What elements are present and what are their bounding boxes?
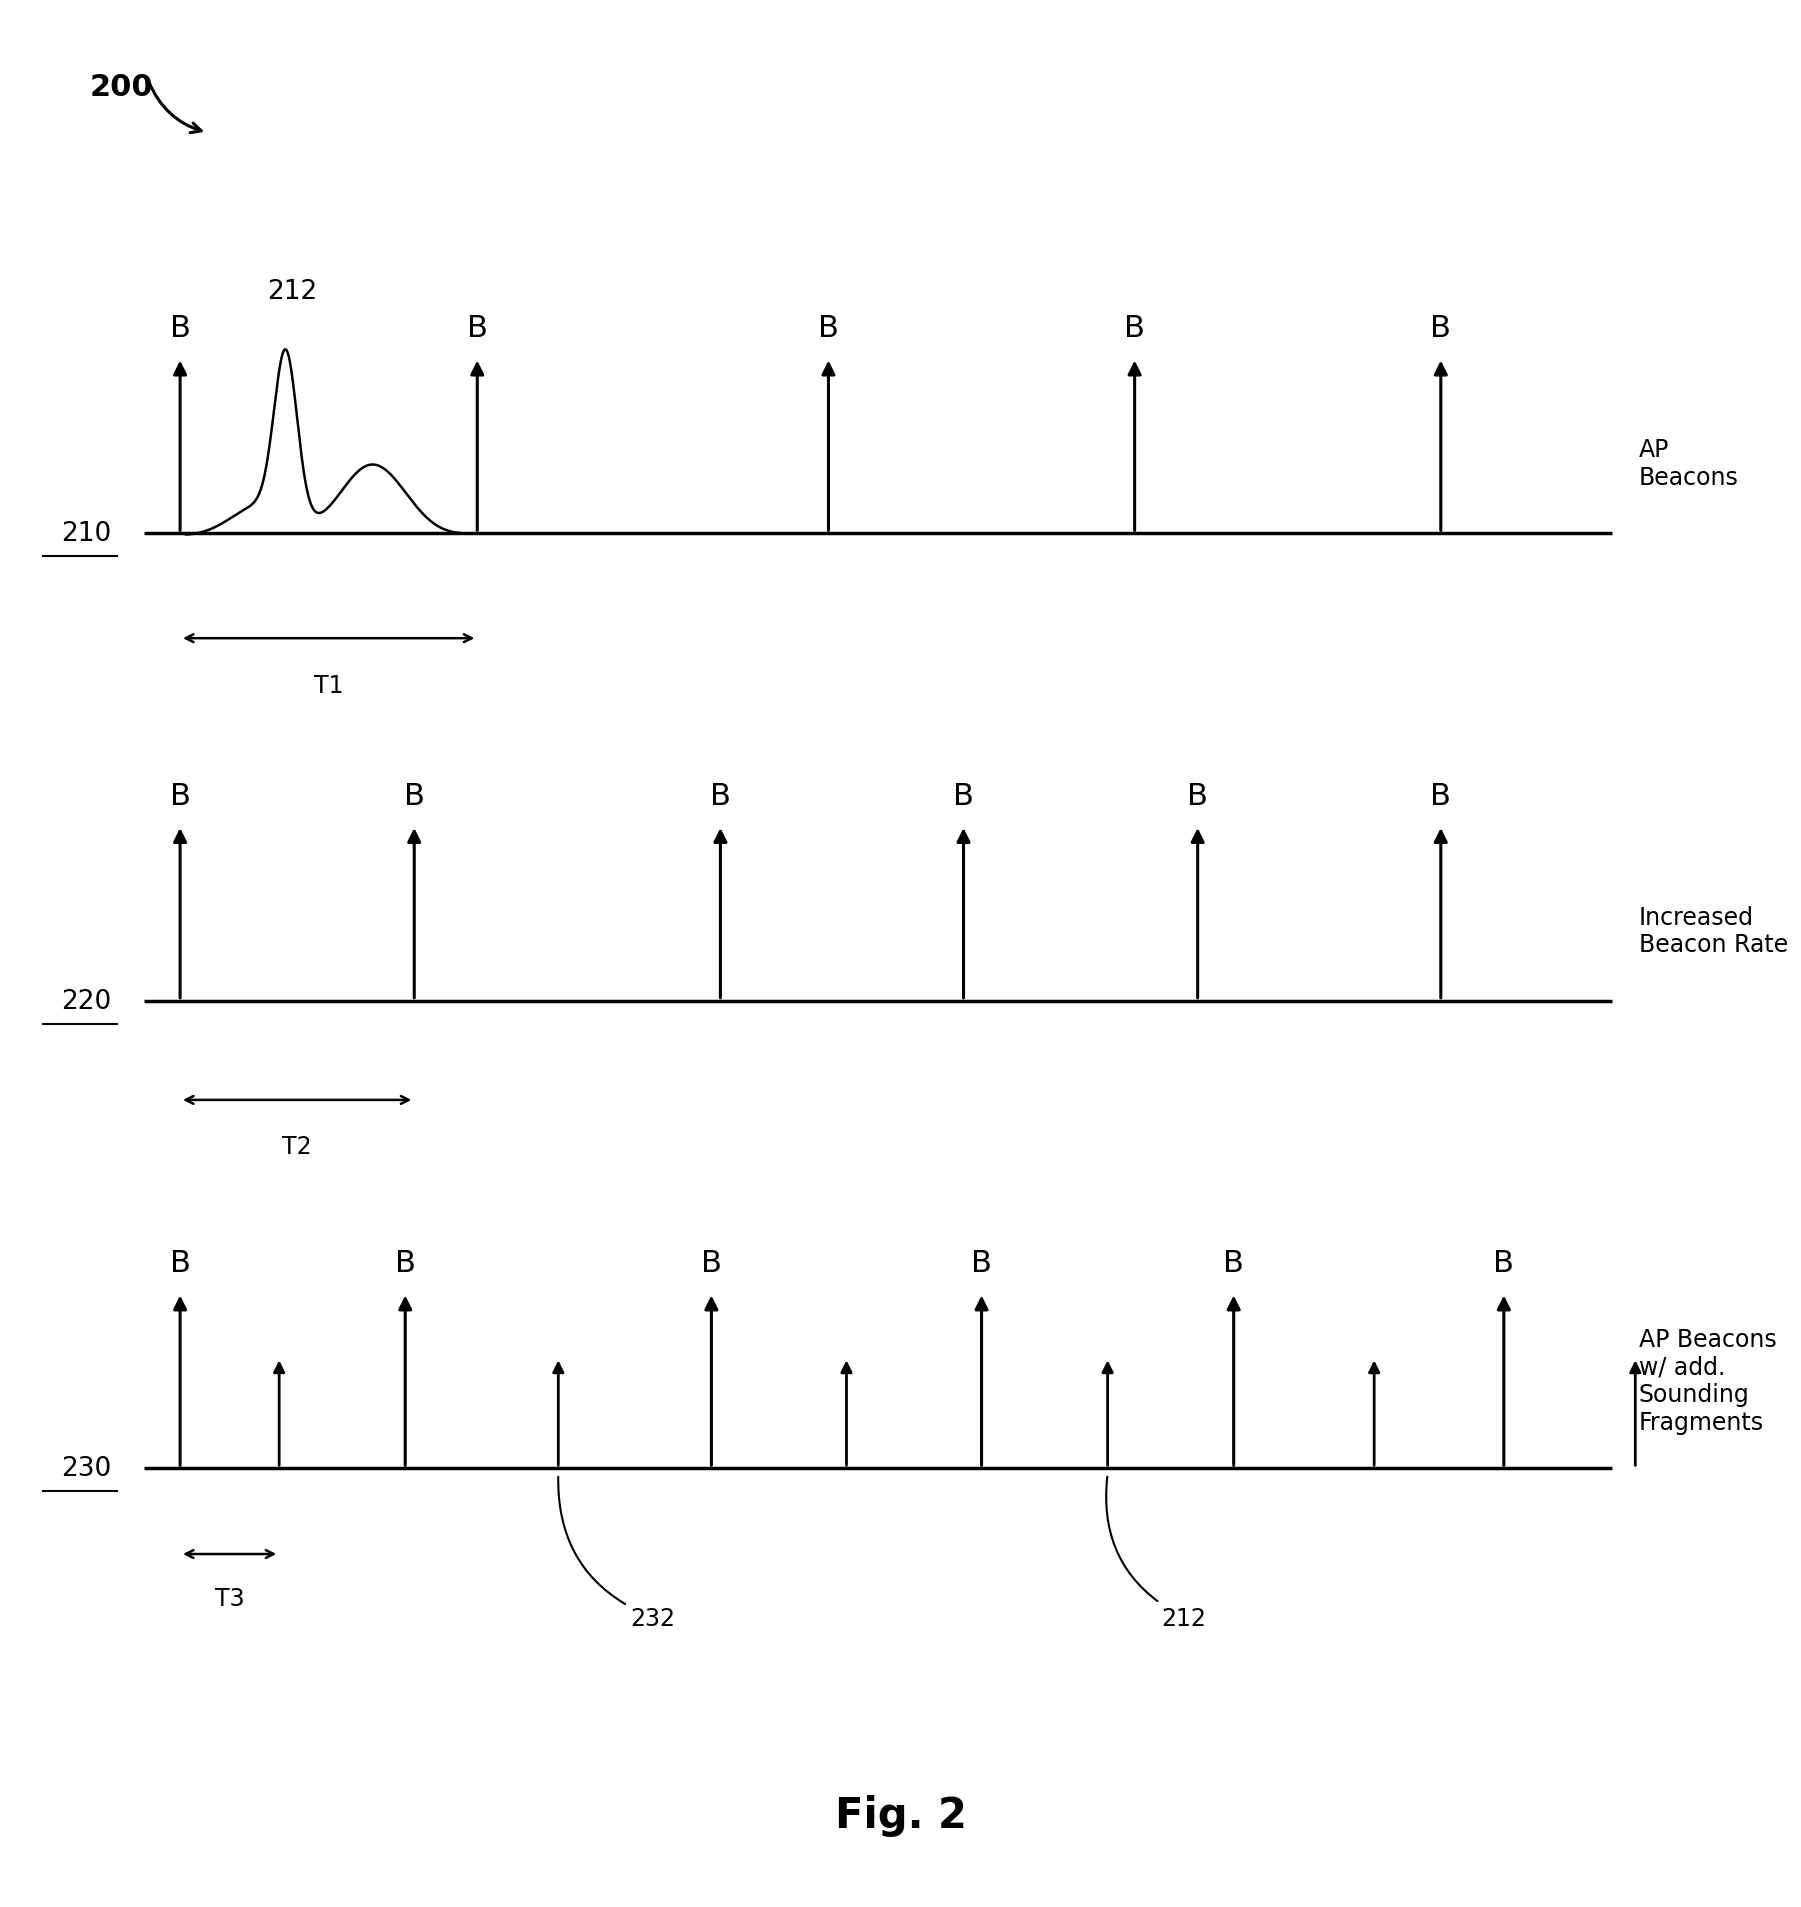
Text: 210: 210 (61, 521, 112, 547)
Text: 220: 220 (61, 988, 112, 1015)
Text: T1: T1 (313, 673, 344, 698)
Text: B: B (953, 782, 974, 810)
Text: B: B (169, 1249, 191, 1278)
Text: B: B (701, 1249, 722, 1278)
Text: B: B (403, 782, 425, 810)
Text: B: B (1223, 1249, 1244, 1278)
Text: 232: 232 (558, 1476, 675, 1630)
Text: B: B (394, 1249, 416, 1278)
Text: B: B (1187, 782, 1208, 810)
Text: Increased
Beacon Rate: Increased Beacon Rate (1639, 906, 1788, 957)
Text: 212: 212 (1106, 1476, 1207, 1630)
Text: B: B (971, 1249, 992, 1278)
Text: B: B (818, 315, 839, 343)
Text: 230: 230 (61, 1455, 112, 1482)
Text: Fig. 2: Fig. 2 (834, 1794, 967, 1836)
Text: B: B (169, 782, 191, 810)
Text: B: B (1124, 315, 1145, 343)
Text: B: B (1430, 782, 1452, 810)
Text: B: B (466, 315, 488, 343)
Text: 212: 212 (268, 278, 317, 305)
Text: B: B (1430, 315, 1452, 343)
Text: T2: T2 (283, 1135, 312, 1159)
Text: AP
Beacons: AP Beacons (1639, 439, 1738, 490)
Text: AP Beacons
w/ add.
Sounding
Fragments: AP Beacons w/ add. Sounding Fragments (1639, 1327, 1776, 1434)
Text: T3: T3 (214, 1587, 245, 1611)
Text: B: B (1493, 1249, 1515, 1278)
Text: B: B (169, 315, 191, 343)
Text: B: B (710, 782, 731, 810)
Text: 200: 200 (90, 72, 153, 101)
